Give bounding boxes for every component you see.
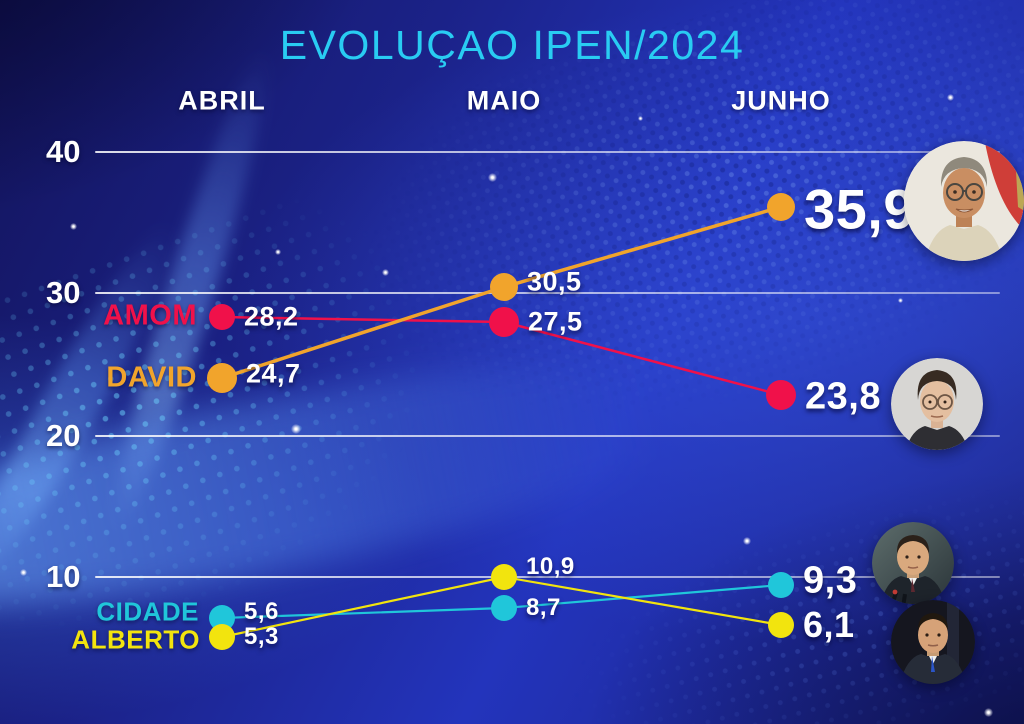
star-speck xyxy=(69,222,77,230)
dot-alberto-abril xyxy=(209,624,235,650)
dot-cidade-maio xyxy=(491,595,517,621)
dot-alberto-maio xyxy=(491,564,517,590)
david-photo-illustration xyxy=(904,141,1024,261)
dot-cidade-abril xyxy=(209,605,235,631)
dot-amom-abril xyxy=(209,304,235,330)
series-label-alberto: ALBERTO xyxy=(71,624,200,655)
star-speck xyxy=(291,424,301,434)
star-speck xyxy=(381,268,389,276)
cidade-photo-illustration xyxy=(872,522,954,604)
y-axis-label-20: 20 xyxy=(46,418,81,453)
gridline-20 xyxy=(95,435,1000,437)
dot-david-maio xyxy=(490,273,518,301)
avatar-alberto xyxy=(891,600,975,684)
star-speck xyxy=(487,172,497,182)
series-label-david: DAVID xyxy=(106,361,197,394)
dot-david-junho xyxy=(767,193,795,221)
amom-photo-illustration xyxy=(891,358,983,450)
y-axis-label-40: 40 xyxy=(46,134,81,169)
star-speck xyxy=(946,93,954,101)
value-amom-abril: 28,2 xyxy=(244,301,299,332)
value-amom-junho: 23,8 xyxy=(805,375,881,418)
y-axis-label-30: 30 xyxy=(46,275,81,310)
y-axis-label-10: 10 xyxy=(46,559,81,594)
star-speck xyxy=(275,249,281,255)
month-label-maio: MAIO xyxy=(466,85,542,116)
dot-david-abril xyxy=(207,363,237,393)
dot-amom-maio xyxy=(489,307,519,337)
series-label-amom: AMOM xyxy=(103,299,197,332)
avatar-david xyxy=(904,141,1024,261)
star-speck xyxy=(19,568,27,576)
chart-title: EVOLUÇAO IPEN/2024 xyxy=(279,22,745,68)
month-label-abril: ABRIL xyxy=(178,85,266,116)
month-label-junho: JUNHO xyxy=(731,85,831,116)
dot-cidade-junho xyxy=(768,572,794,598)
value-alberto-junho: 6,1 xyxy=(803,604,855,645)
value-cidade-abril: 5,6 xyxy=(244,598,279,625)
gridline-40 xyxy=(95,151,1000,153)
value-david-junho: 35,9 xyxy=(804,177,915,241)
value-david-maio: 30,5 xyxy=(527,266,582,297)
alberto-photo-illustration xyxy=(891,600,975,684)
gridline-30 xyxy=(95,292,1000,294)
star-speck xyxy=(897,297,903,303)
gridline-10 xyxy=(95,576,1000,578)
star-speck xyxy=(743,537,751,545)
value-david-abril: 24,7 xyxy=(246,358,301,389)
series-label-cidade: CIDADE xyxy=(96,596,199,627)
star-speck xyxy=(983,707,993,717)
value-alberto-maio: 10,9 xyxy=(526,553,575,580)
value-amom-maio: 27,5 xyxy=(528,306,583,337)
dot-alberto-junho xyxy=(768,612,794,638)
value-cidade-junho: 9,3 xyxy=(803,559,858,602)
avatar-amom xyxy=(891,358,983,450)
star-speck xyxy=(637,115,643,121)
value-alberto-abril: 5,3 xyxy=(244,623,279,650)
dot-amom-junho xyxy=(766,380,796,410)
value-cidade-maio: 8,7 xyxy=(526,594,561,621)
avatar-cidade xyxy=(872,522,954,604)
